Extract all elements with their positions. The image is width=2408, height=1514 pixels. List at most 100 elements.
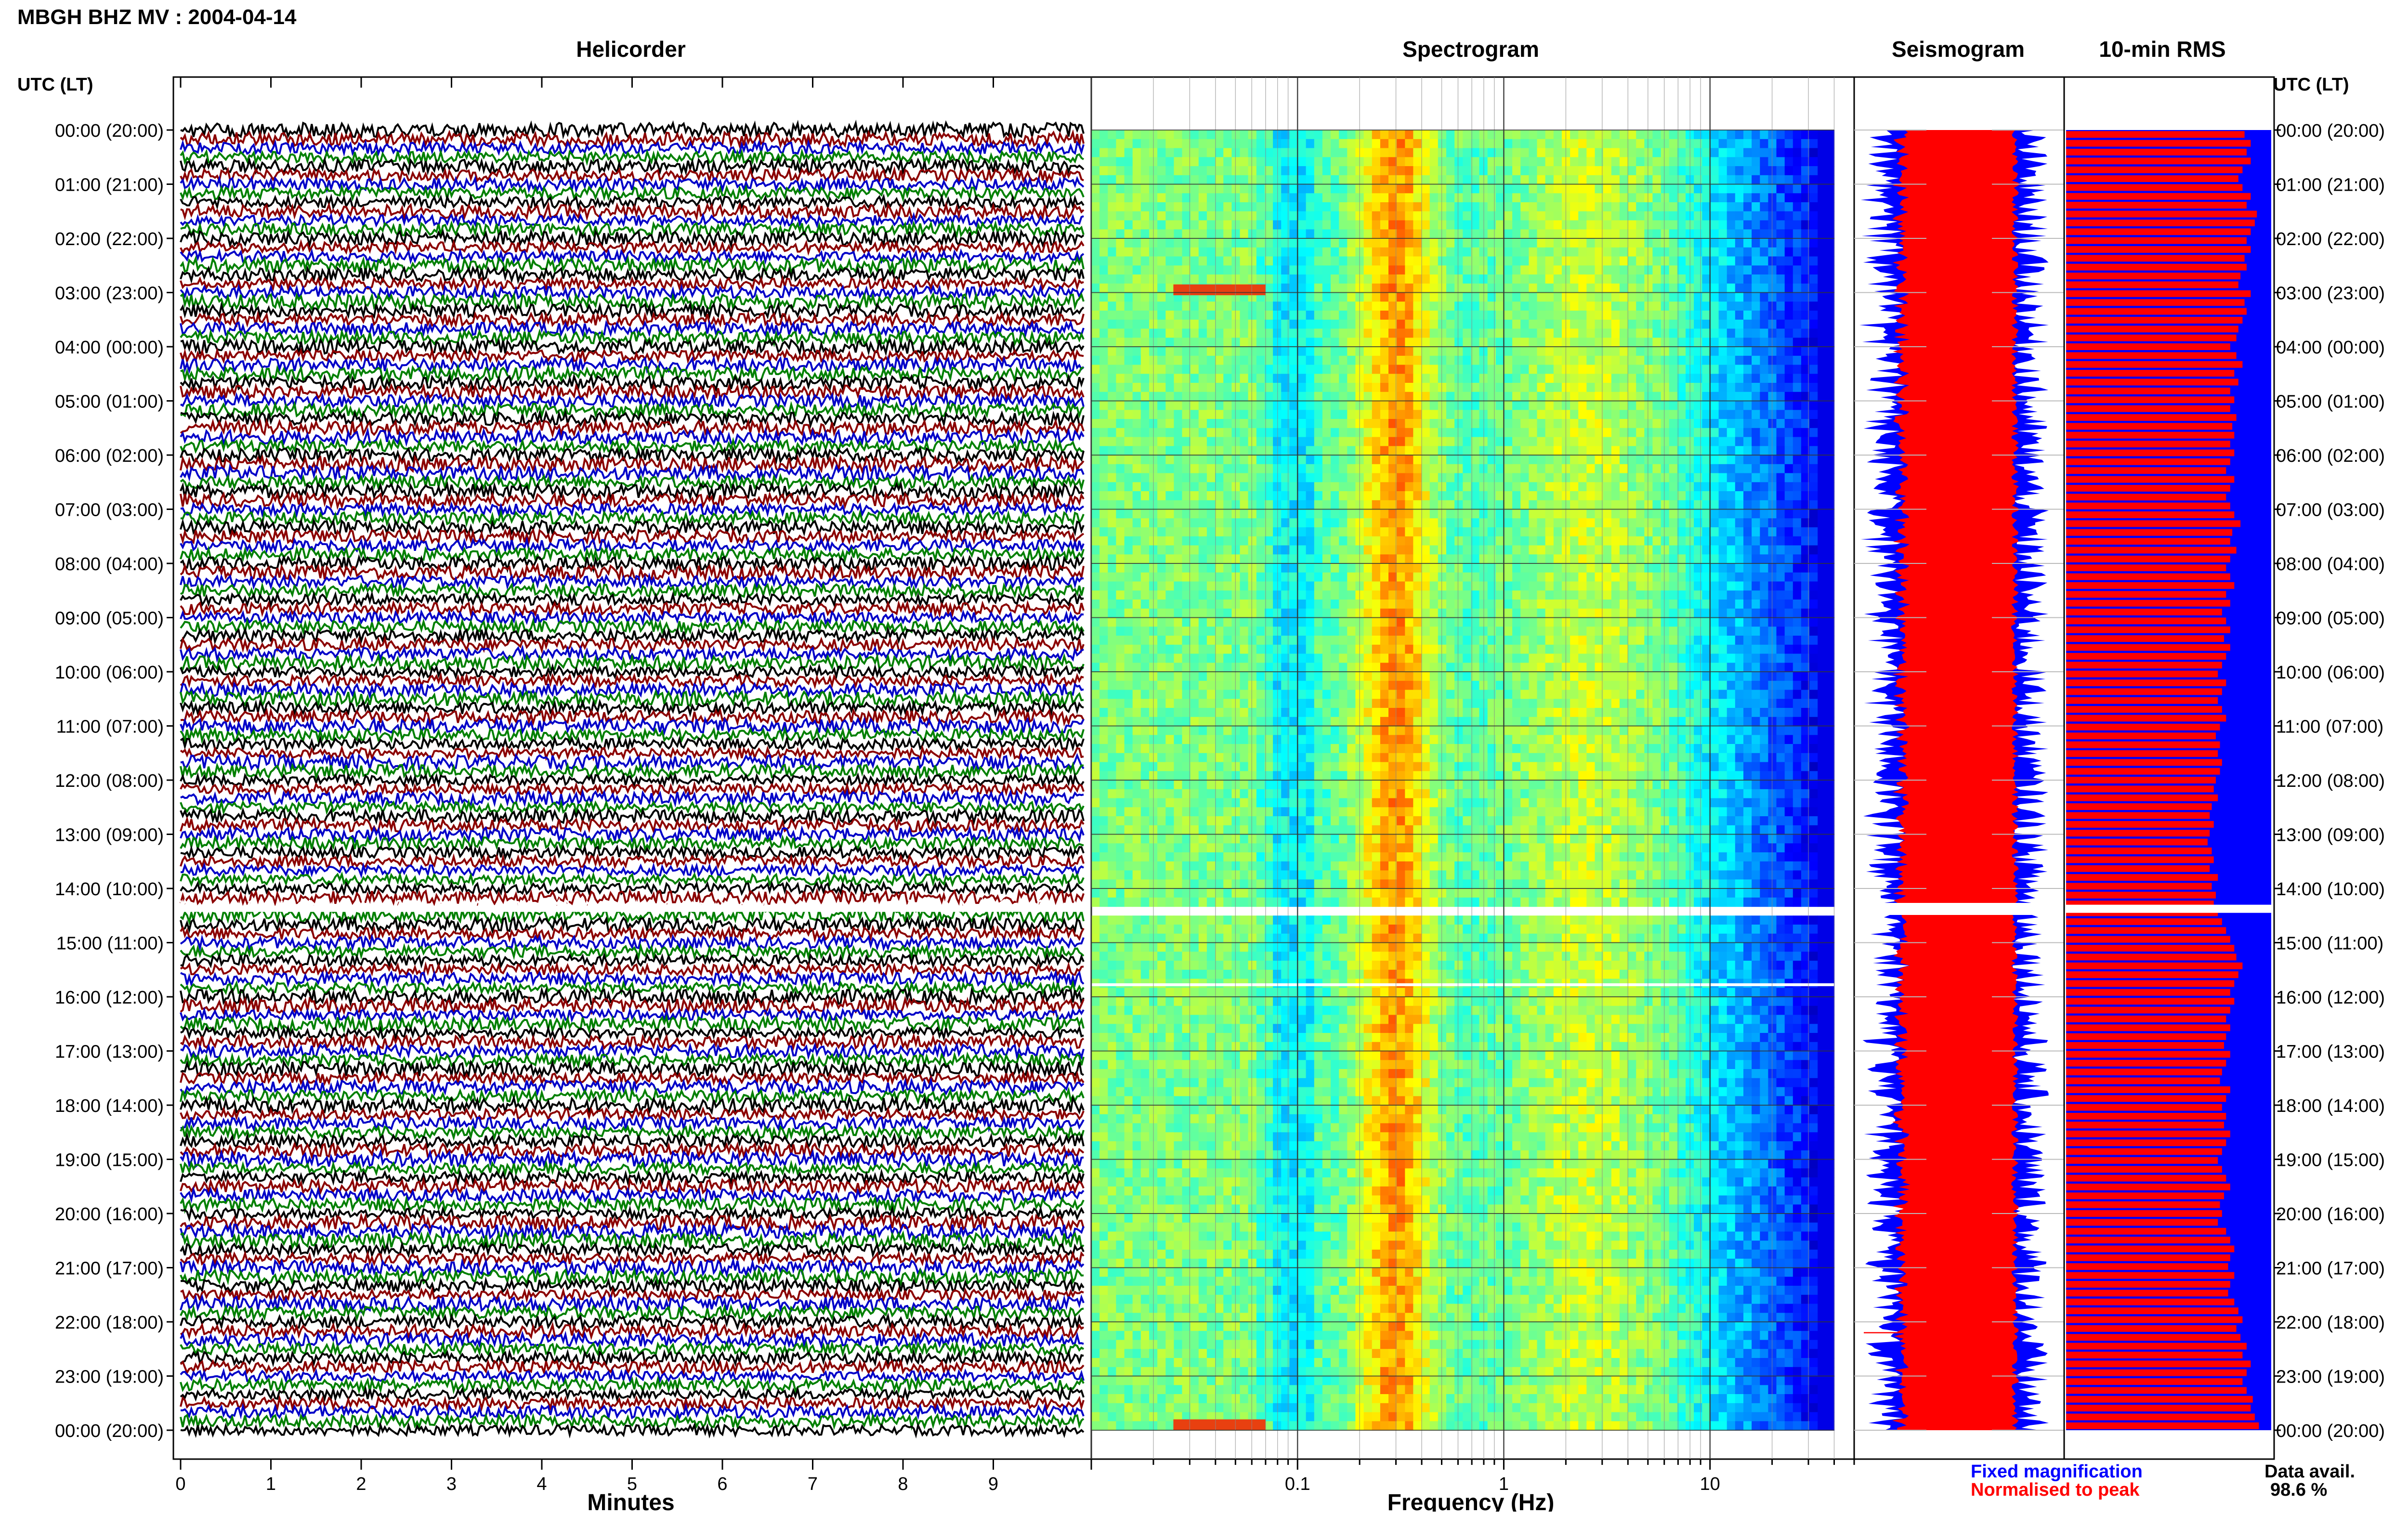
spectrogram-cell xyxy=(1611,265,1620,274)
spectrogram-cell xyxy=(1710,130,1719,139)
spectrogram-cell xyxy=(1248,202,1257,211)
spectrogram-cell xyxy=(1727,329,1736,338)
spectrogram-cell xyxy=(1108,573,1116,582)
spectrogram-cell xyxy=(1735,265,1744,274)
spectrogram-cell xyxy=(1719,446,1727,455)
spectrogram-cell xyxy=(1488,157,1496,166)
spectrogram-cell xyxy=(1125,293,1133,302)
spectrogram-cell xyxy=(1165,221,1174,230)
spectrogram-cell xyxy=(1157,229,1166,238)
spectrogram-cell xyxy=(1570,274,1579,284)
spectrogram-cell xyxy=(1496,157,1505,166)
spectrogram-cell xyxy=(1215,202,1224,211)
spectrogram-cell xyxy=(1289,229,1298,238)
spectrogram-cell xyxy=(1413,139,1422,148)
spectrogram-cell xyxy=(1108,536,1116,546)
spectrogram-cell xyxy=(1314,582,1323,591)
spectrogram-cell xyxy=(1620,257,1628,266)
spectrogram-cell xyxy=(1248,221,1257,230)
spectrogram-cell xyxy=(1223,166,1232,175)
spectrogram-cell xyxy=(1165,383,1174,392)
spectrogram-cell xyxy=(1578,301,1587,311)
spectrogram-cell xyxy=(1463,527,1471,536)
spectrogram-cell xyxy=(1223,311,1232,320)
spectrogram-cell xyxy=(1735,184,1744,194)
spectrogram-cell xyxy=(1471,248,1479,257)
spectrogram-cell xyxy=(1471,139,1479,148)
spectrogram-cell xyxy=(1768,536,1777,546)
spectrogram-cell xyxy=(1347,491,1356,500)
spectrogram-cell xyxy=(1116,284,1125,293)
spectrogram-cell xyxy=(1231,338,1240,347)
spectrogram-cell xyxy=(1463,464,1471,473)
spectrogram-cell xyxy=(1116,202,1125,211)
spectrogram-cell xyxy=(1570,301,1579,311)
spectrogram-cell xyxy=(1322,410,1331,419)
spectrogram-cell xyxy=(1446,374,1455,383)
spectrogram-cell xyxy=(1760,419,1768,428)
spectrogram-cell xyxy=(1644,238,1653,248)
spectrogram-cell xyxy=(1125,320,1133,329)
spectrogram-cell xyxy=(1586,157,1595,166)
spectrogram-cell xyxy=(1422,175,1430,184)
spectrogram-cell xyxy=(1719,293,1727,302)
spectrogram-cell xyxy=(1091,311,1100,320)
spectrogram-cell xyxy=(1652,428,1661,437)
spectrogram-cell xyxy=(1454,455,1463,464)
spectrogram-cell xyxy=(1793,311,1802,320)
spectrogram-cell xyxy=(1471,573,1479,582)
spectrogram-cell xyxy=(1454,473,1463,483)
spectrogram-cell xyxy=(1545,410,1554,419)
spectrogram-cell xyxy=(1191,410,1199,419)
spectrogram-cell xyxy=(1554,527,1562,536)
spectrogram-cell xyxy=(1677,582,1686,591)
spectrogram-cell xyxy=(1256,148,1265,157)
spectrogram-cell xyxy=(1570,202,1579,211)
spectrogram-cell xyxy=(1529,202,1537,211)
spectrogram-cell xyxy=(1793,274,1802,284)
spectrogram-cell xyxy=(1223,500,1232,509)
spectrogram-cell xyxy=(1364,238,1373,248)
spectrogram-cell xyxy=(1141,392,1150,401)
spectrogram-cell xyxy=(1165,229,1174,238)
spectrogram-cell xyxy=(1529,175,1537,184)
spectrogram-cell xyxy=(1125,184,1133,194)
spectrogram-cell xyxy=(1628,500,1636,509)
spectrogram-cell xyxy=(1809,509,1818,519)
spectrogram-cell xyxy=(1174,455,1182,464)
spectrogram-cell xyxy=(1405,446,1413,455)
spectrogram-cell xyxy=(1339,446,1348,455)
spectrogram-cell xyxy=(1125,482,1133,491)
spectrogram-cell xyxy=(1413,554,1422,563)
spectrogram-cell xyxy=(1727,482,1736,491)
spectrogram-cell xyxy=(1471,193,1479,202)
spectrogram-cell xyxy=(1256,518,1265,527)
spectrogram-cell xyxy=(1413,455,1422,464)
spectrogram-cell xyxy=(1165,130,1174,139)
spectrogram-cell xyxy=(1380,455,1389,464)
spectrogram-cell xyxy=(1380,338,1389,347)
spectrogram-cell xyxy=(1157,590,1166,600)
spectrogram-cell xyxy=(1537,600,1546,609)
spectrogram-cell xyxy=(1199,301,1207,311)
spectrogram-cell xyxy=(1603,211,1612,221)
spectrogram-cell xyxy=(1677,428,1686,437)
spectrogram-cell xyxy=(1554,419,1562,428)
spectrogram-cell xyxy=(1661,590,1670,600)
spectrogram-cell xyxy=(1826,148,1834,157)
spectrogram-cell xyxy=(1488,500,1496,509)
spectrogram-cell xyxy=(1422,221,1430,230)
spectrogram-cell xyxy=(1248,573,1257,582)
spectrogram-cell xyxy=(1165,491,1174,500)
spectrogram-cell xyxy=(1380,148,1389,157)
spectrogram-cell xyxy=(1694,491,1702,500)
spectrogram-cell xyxy=(1231,554,1240,563)
spectrogram-cell xyxy=(1471,211,1479,221)
spectrogram-cell xyxy=(1529,600,1537,609)
spectrogram-cell xyxy=(1785,455,1793,464)
spectrogram-cell xyxy=(1826,383,1834,392)
spectrogram-cell xyxy=(1735,347,1744,356)
spectrogram-cell xyxy=(1661,184,1670,194)
spectrogram-cell xyxy=(1710,428,1719,437)
spectrogram-cell xyxy=(1248,609,1257,618)
